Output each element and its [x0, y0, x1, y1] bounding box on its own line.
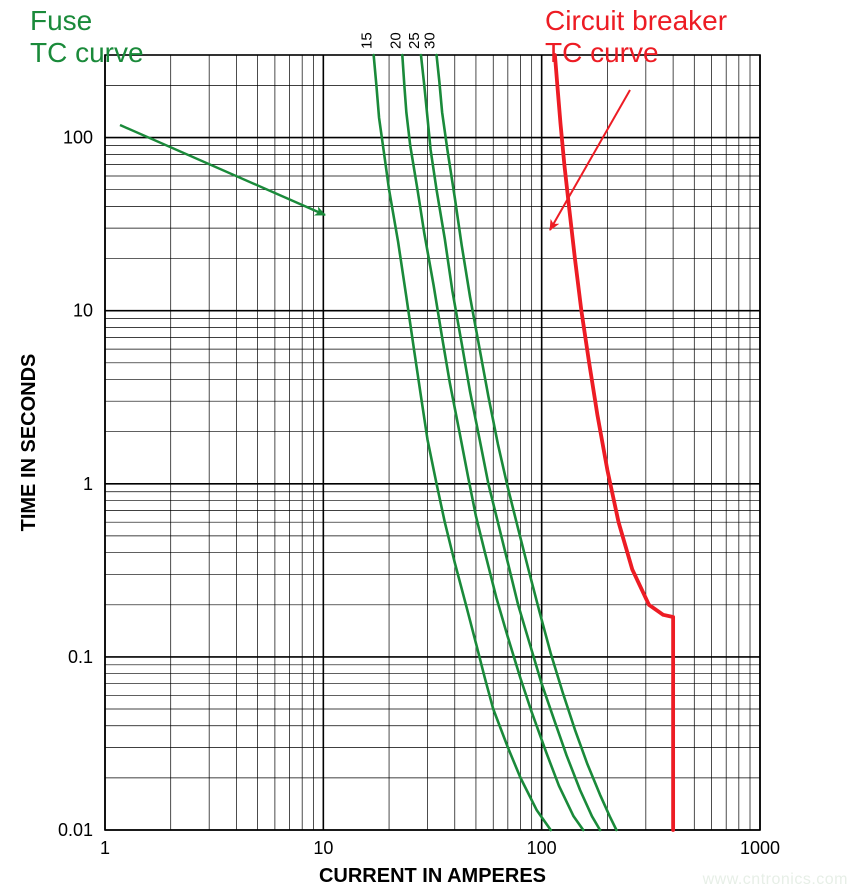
y-tick-label: 0.01	[58, 820, 93, 840]
fuse-rating-label: 15	[359, 32, 376, 49]
watermark: www.cntronics.com	[703, 871, 848, 889]
tc-curve-chart: 1 10 100 1000 0.01 0.1 1 10 100 CURRENT IN AMPERE…	[0, 0, 860, 895]
x-axis-title: CURRENT IN AMPERES	[319, 865, 546, 887]
y-axis-title: TIME IN SECONDS	[18, 354, 40, 532]
x-tick-label: 1000	[740, 838, 780, 858]
breaker-annotation-label: Circuit breaker	[545, 5, 727, 36]
fuse-annotation-label: TC curve	[30, 37, 144, 68]
y-tick-label: 100	[63, 128, 93, 148]
x-tick-label: 100	[527, 838, 557, 858]
fuse-annotation-label: Fuse	[30, 5, 92, 36]
y-tick-label: 0.1	[68, 647, 93, 667]
fuse-rating-label: 25	[406, 32, 423, 49]
chart-svg: 1 10 100 1000 0.01 0.1 1 10 100 CURRENT IN AMPERE…	[0, 0, 860, 895]
y-tick-label: 1	[83, 474, 93, 494]
x-tick-label: 1	[100, 838, 110, 858]
breaker-annotation-label: TC curve	[545, 37, 659, 68]
fuse-rating-label: 20	[387, 32, 404, 49]
x-tick-label: 10	[313, 838, 333, 858]
fuse-rating-label: 30	[422, 32, 439, 49]
y-tick-label: 10	[73, 301, 93, 321]
